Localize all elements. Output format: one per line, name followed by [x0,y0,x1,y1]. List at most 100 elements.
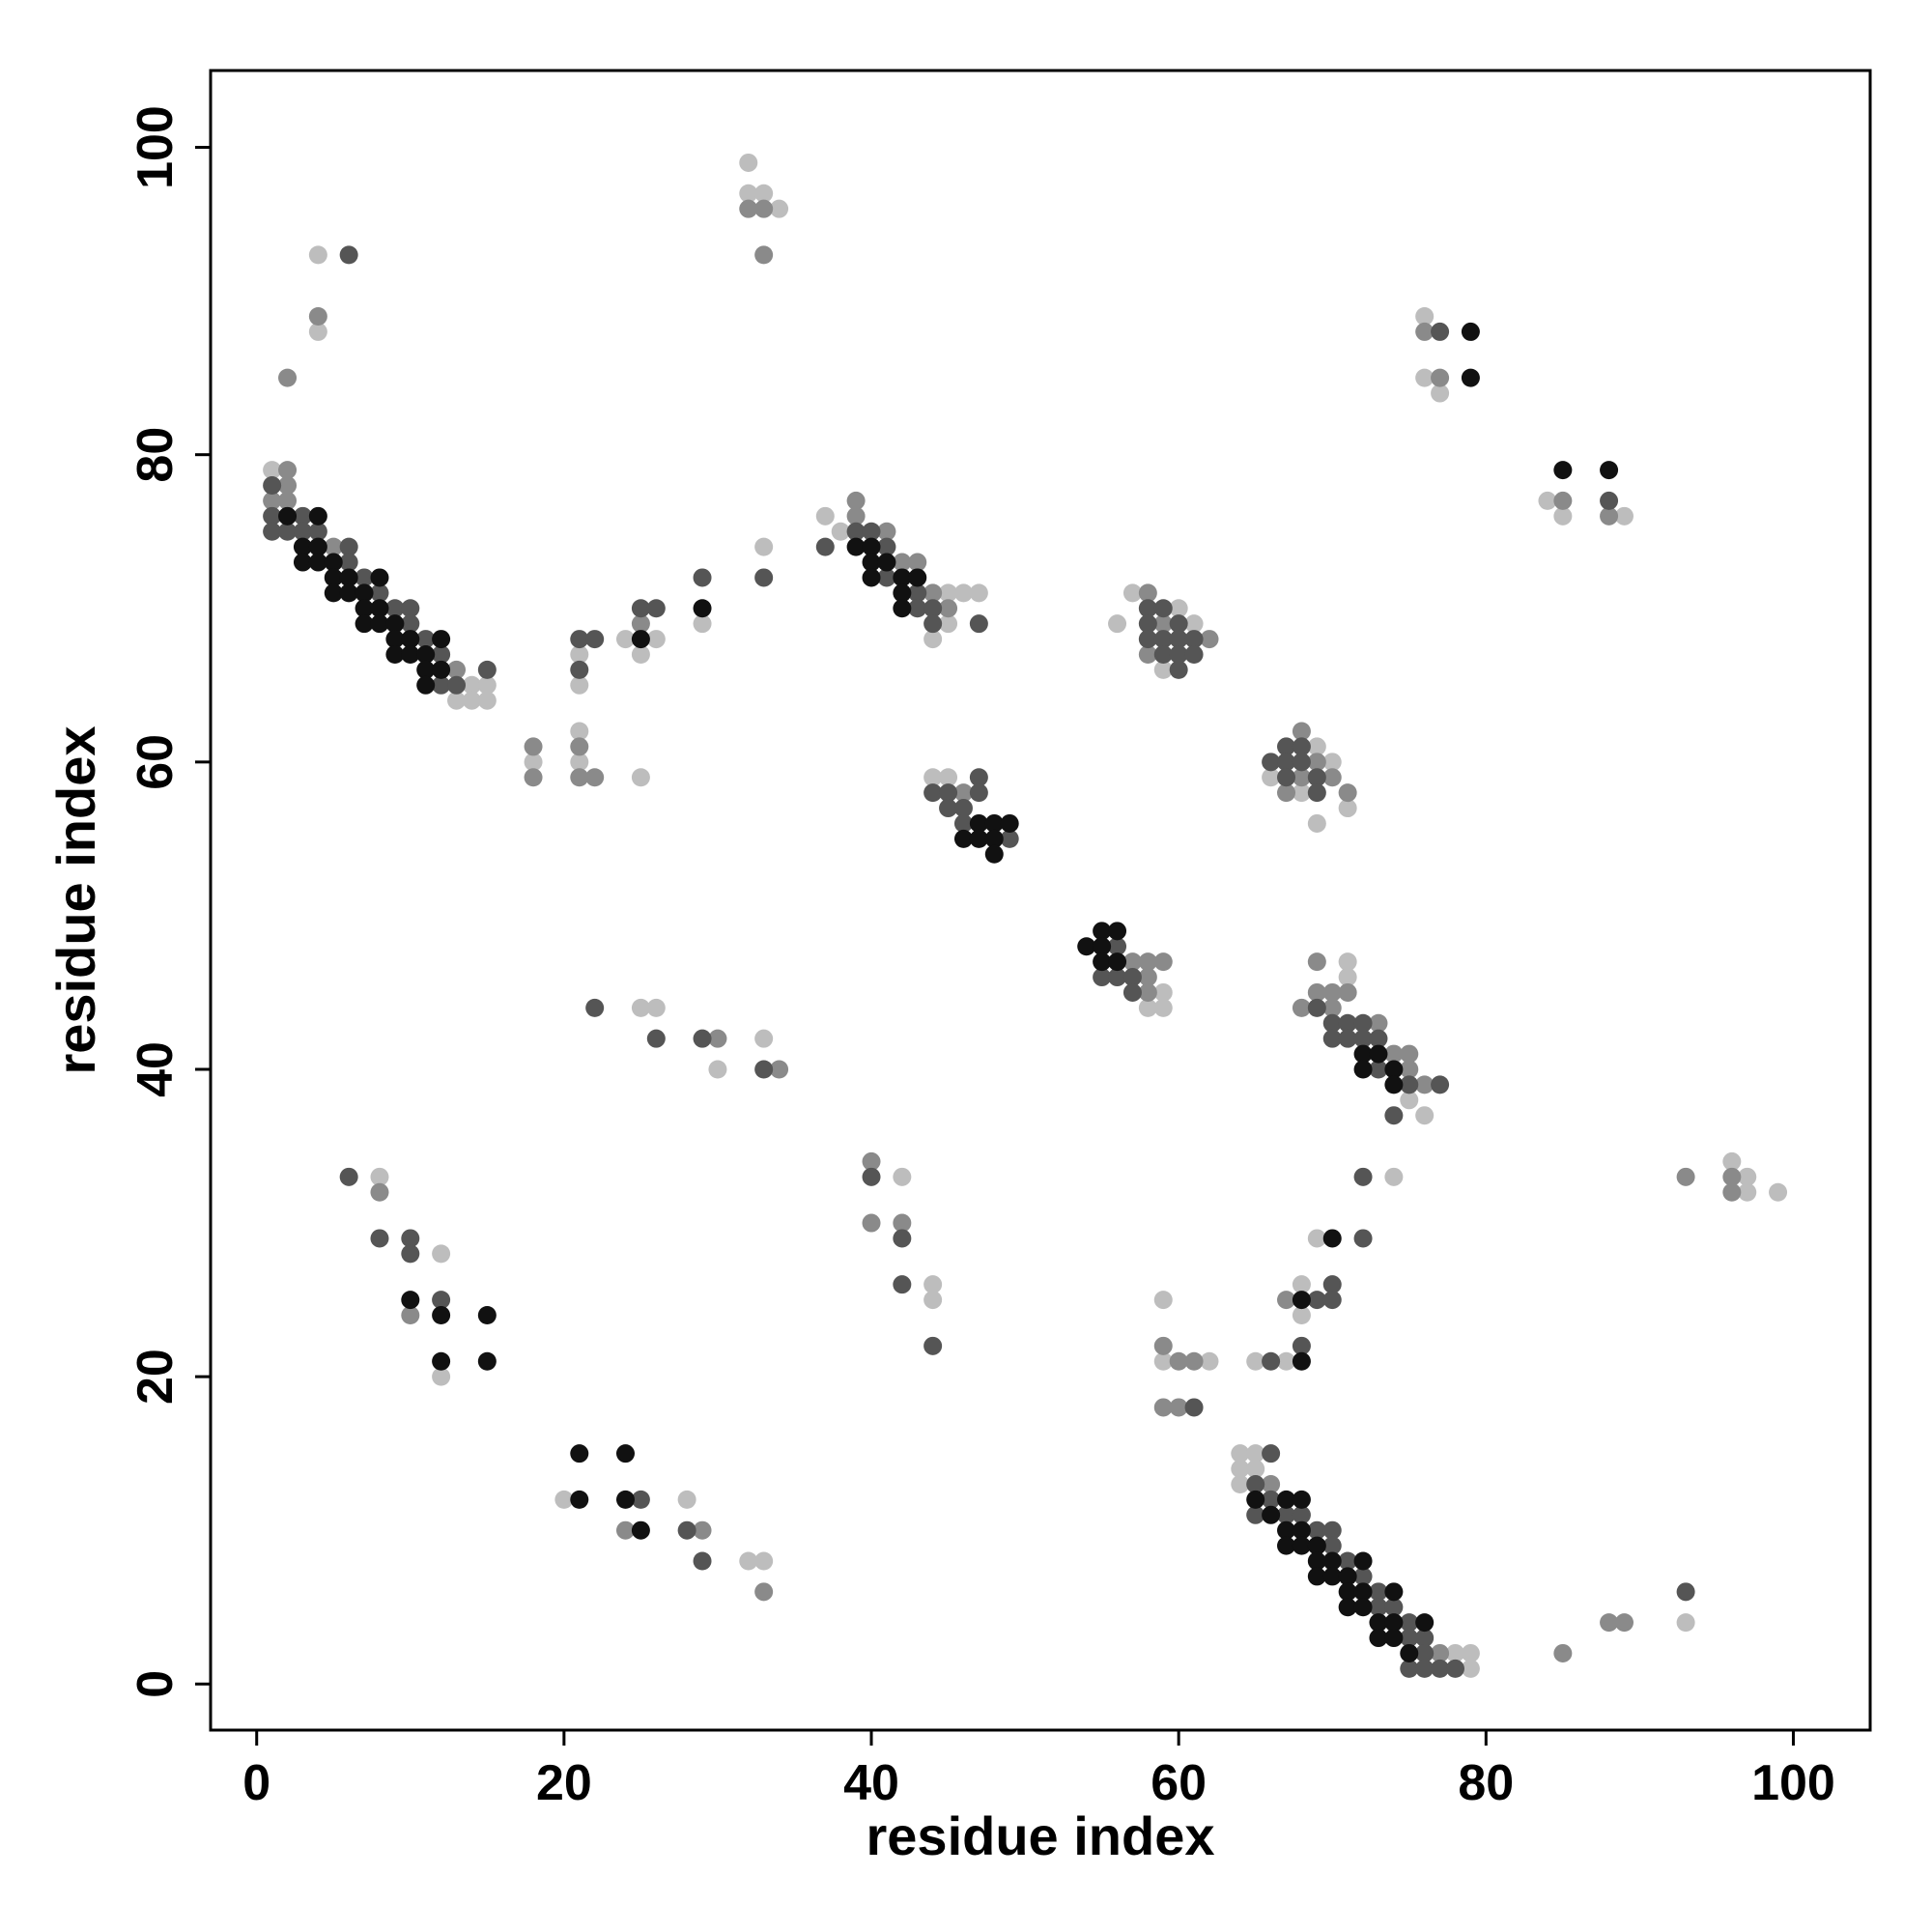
point [570,660,589,679]
point [1307,768,1326,787]
point [370,1167,389,1186]
point [1277,1351,1296,1371]
x-tick-label: 60 [1151,1755,1207,1811]
point [1338,968,1357,987]
point [1184,630,1204,649]
x-axis-title: residue index [866,1805,1214,1866]
point [693,599,712,618]
point [432,1351,451,1371]
x-tick-label: 100 [1751,1755,1835,1811]
point [1262,768,1281,787]
point [693,1520,712,1540]
point [1369,1044,1388,1064]
x-tick-label: 40 [843,1755,899,1811]
point [1676,1167,1695,1186]
point [1415,1075,1435,1094]
point [1322,768,1342,787]
point [263,522,282,541]
point [1415,368,1435,387]
point [585,768,605,787]
point [754,184,774,203]
point [1353,1229,1373,1248]
point [693,1551,712,1571]
point [1138,583,1157,603]
point [893,1213,912,1233]
point [1307,952,1326,972]
point [616,1444,635,1463]
point [862,537,881,556]
point [370,599,389,618]
point [1431,322,1450,341]
point [1400,1613,1419,1633]
point [939,599,958,618]
point [1153,1351,1173,1371]
point [1262,753,1281,772]
point [1153,1336,1173,1355]
point [432,1244,451,1264]
point [1384,1598,1404,1617]
point [1322,1520,1342,1540]
point [1600,491,1619,510]
point [815,506,835,526]
point [1184,1351,1204,1371]
point [923,768,943,787]
point [1093,937,1112,956]
point [432,1291,451,1310]
point [1431,1075,1450,1094]
point [1614,1613,1634,1633]
point [1200,630,1219,649]
point [1338,1582,1357,1602]
point [1262,1505,1281,1524]
point [1184,644,1204,664]
point [646,599,666,618]
point [278,522,298,541]
point [969,614,988,634]
point [969,813,988,833]
point [370,1182,389,1202]
point [1169,1351,1188,1371]
point [1369,1013,1388,1033]
point [1277,753,1296,772]
point [1122,583,1142,603]
point [923,630,943,649]
point [1292,768,1311,787]
point [447,660,467,679]
point [754,1060,774,1079]
point [1138,599,1157,618]
point [339,537,358,556]
point [984,844,1004,864]
point [570,1444,589,1463]
point [401,1291,420,1310]
y-tick-label: 0 [128,1670,184,1698]
point [953,583,973,603]
point [1138,644,1157,664]
point [477,1306,497,1324]
point [1169,644,1188,664]
point [1461,322,1480,341]
point [385,644,405,664]
point [846,491,866,510]
point [616,1520,635,1540]
point [1353,1582,1373,1602]
point [923,1275,943,1294]
point [1277,1520,1296,1540]
point [923,1291,943,1310]
point [939,583,958,603]
point [339,583,358,603]
point [1322,1567,1342,1586]
point [953,829,973,848]
point [1415,322,1435,341]
point [1153,1398,1173,1417]
point [923,783,943,803]
point [1338,1551,1357,1571]
point [939,799,958,818]
point [815,537,835,556]
point [1153,1291,1173,1310]
point [1353,1598,1373,1617]
point [677,1520,696,1540]
point [1292,998,1311,1017]
point [278,476,298,495]
point [754,245,774,265]
point [401,644,420,664]
point [770,199,789,218]
